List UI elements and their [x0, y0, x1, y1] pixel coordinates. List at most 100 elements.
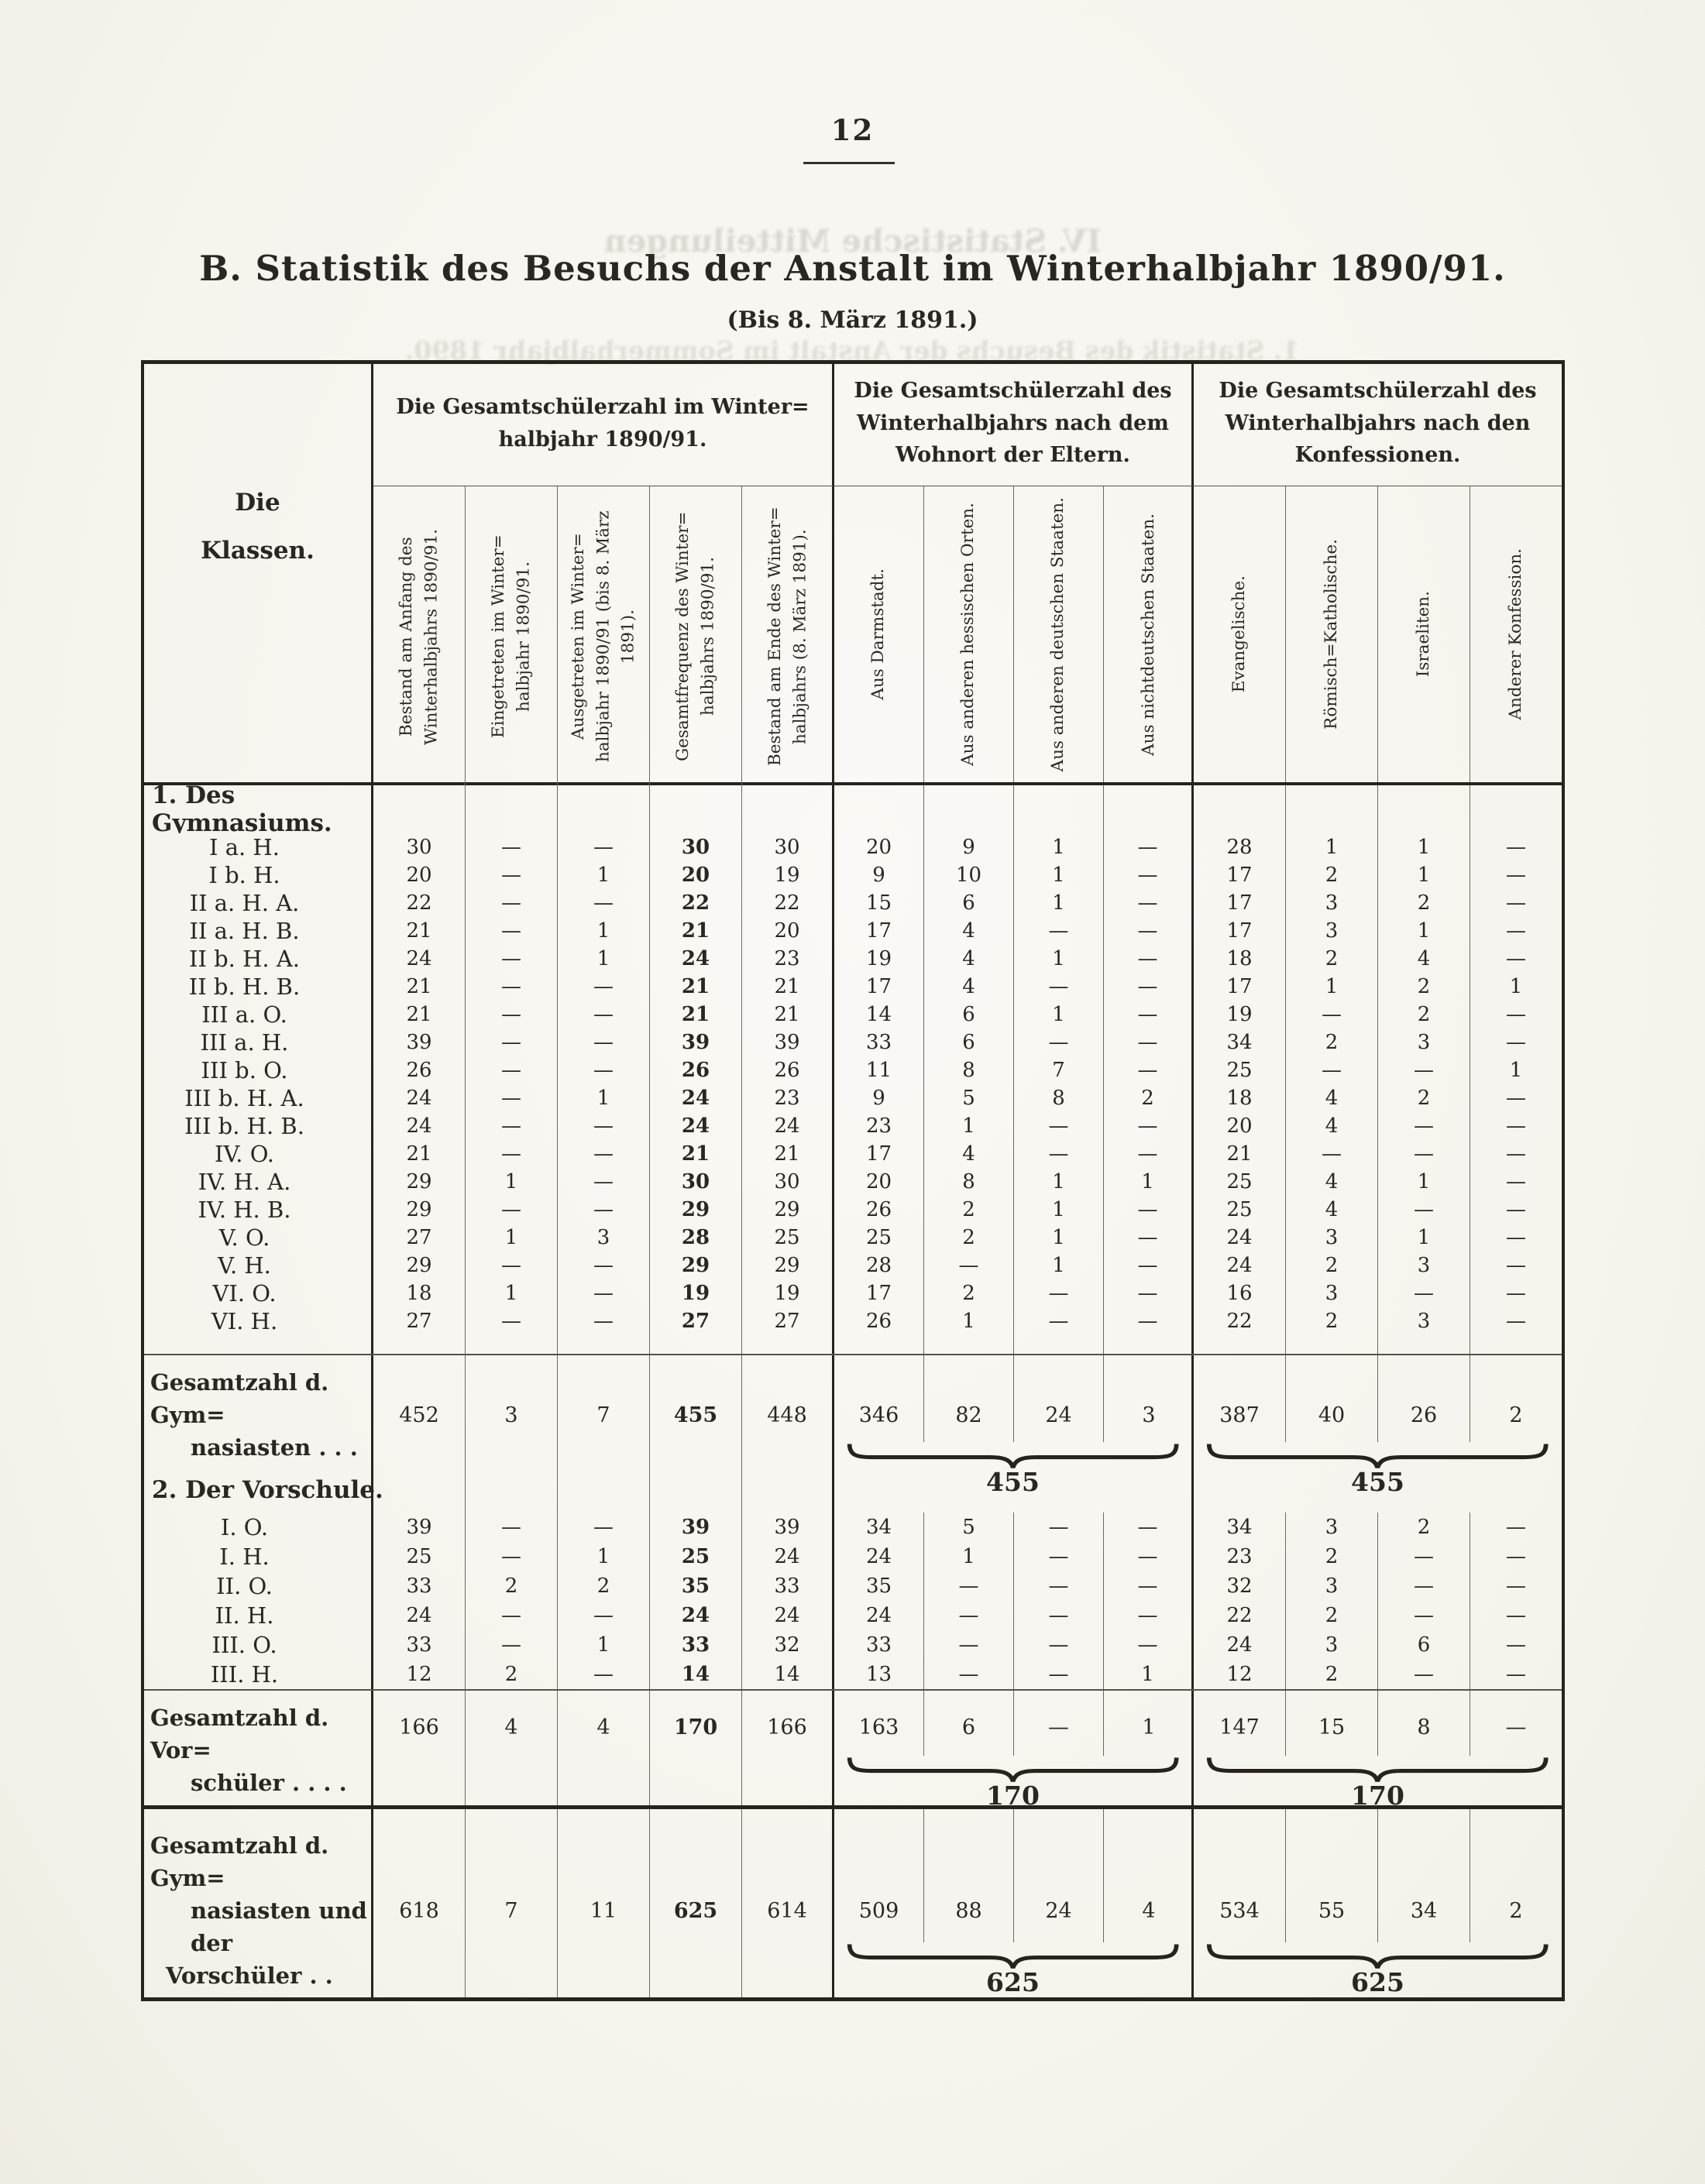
- cell-hessische-orte: 2: [924, 1196, 1014, 1224]
- cell-darmstadt: 33: [834, 1630, 924, 1660]
- cell-bestand-ende: 23: [742, 1084, 834, 1112]
- cell-deutsche-staaten: 1: [1014, 1168, 1104, 1196]
- column-header: Aus anderen deutschen Staaten.: [1048, 497, 1068, 772]
- class-label: VI. O.: [144, 1279, 373, 1307]
- cell-gesamtfrequenz: 25: [650, 1542, 742, 1571]
- cell-nichtdeutsche-staaten: —: [1104, 889, 1194, 917]
- cell-evangelische: 17: [1194, 917, 1286, 945]
- brace-icon: [1207, 1944, 1549, 1969]
- cell-darmstadt: 28: [834, 1252, 924, 1279]
- cell-nichtdeutsche-staaten: —: [1104, 1513, 1194, 1542]
- empty-cell: [834, 1335, 924, 1354]
- cell-ausgetreten: 1: [558, 1084, 650, 1112]
- cell-gesamtfrequenz: 22: [650, 889, 742, 917]
- brace-icon: [847, 1757, 1179, 1782]
- total-deutsche-staaten: 24: [1014, 1809, 1104, 1942]
- cell-anderer-konfession: —: [1506, 891, 1526, 915]
- cell-evangelische: 24: [1194, 1252, 1286, 1279]
- cell-gesamtfrequenz: 14: [650, 1660, 742, 1689]
- cell-bestand-ende: 32: [742, 1630, 834, 1660]
- empty-cell: [1014, 1335, 1104, 1354]
- cell-bestand-ende: 39: [742, 1513, 834, 1542]
- group-title-line: Wohnort der Eltern.: [895, 443, 1130, 468]
- empty-cell: [1470, 785, 1562, 833]
- cell-bestand-anfang: 33: [373, 1571, 466, 1601]
- class-label: II a. H. A.: [144, 889, 373, 917]
- cell-evangelische: 18: [1194, 1084, 1286, 1112]
- cell-eingetreten: —: [466, 1542, 558, 1571]
- cell-bestand-anfang: 27: [373, 1224, 466, 1252]
- empty-cell: [650, 785, 742, 833]
- table-row: III a. O. 21 — — 21 21 14 6 1 — 19 — 2 —: [144, 1001, 1562, 1028]
- cell-eingetreten: —: [466, 1001, 558, 1028]
- cell-bestand-ende: 21: [742, 1140, 834, 1168]
- total-nichtdeutsche-staaten: 4: [1142, 1899, 1156, 1923]
- total-ausgetreten: 7: [558, 1355, 650, 1513]
- cell-katholische: 2: [1286, 945, 1378, 973]
- cell-eingetreten: —: [466, 945, 558, 973]
- cell-bestand-anfang: 26: [373, 1056, 466, 1084]
- cell-israeliten: —: [1378, 1140, 1470, 1168]
- cell-hessische-orte: 4: [924, 1140, 1014, 1168]
- cell-ausgetreten: 1: [558, 945, 650, 973]
- empty-cell: [1104, 785, 1194, 833]
- total-anderer-konfession: 2: [1509, 1899, 1523, 1923]
- cell-eingetreten: —: [466, 1513, 558, 1542]
- empty-cell: [558, 785, 650, 833]
- gymnasium-rows: I a. H. 30 — — 30 30 20 9 1 — 28 1 1 —: [144, 833, 1562, 1335]
- cell-darmstadt: 24: [834, 1601, 924, 1630]
- cell-israeliten: 2: [1378, 973, 1470, 1001]
- brace-total: 170: [1351, 1781, 1404, 1811]
- cell-ausgetreten: 3: [558, 1224, 650, 1252]
- table-row: V. H. 29 — — 29 29 28 — 1 — 24 2 3 —: [144, 1252, 1562, 1279]
- cell-anderer-konfession: —: [1506, 1254, 1526, 1277]
- total-nichtdeutsche-staaten: 3: [1142, 1403, 1156, 1427]
- group-title-line: Die Gesamtschülerzahl des: [1219, 378, 1537, 403]
- cell-gesamtfrequenz: 35: [650, 1571, 742, 1601]
- cell-nichtdeutsche-staaten: —: [1104, 1252, 1194, 1279]
- cell-nichtdeutsche-staaten: —: [1104, 1630, 1194, 1660]
- total-konfession-group: 387 40 26 2 455: [1194, 1355, 1562, 1513]
- empty-cell: [650, 1335, 742, 1354]
- cell-deutsche-staaten: —: [1014, 917, 1104, 945]
- table-row: I. O. 39 — — 39 39 34 5 — — 34 3 2 —: [144, 1513, 1562, 1542]
- cell-deutsche-staaten: 1: [1014, 1001, 1104, 1028]
- cell-israeliten: —: [1378, 1660, 1470, 1689]
- cell-eingetreten: —: [466, 1056, 558, 1084]
- cell-evangelische: 17: [1194, 973, 1286, 1001]
- cell-bestand-anfang: 24: [373, 945, 466, 973]
- column-header: Evangelische.: [1229, 575, 1249, 693]
- cell-gesamtfrequenz: 24: [650, 945, 742, 973]
- cell-bestand-anfang: 27: [373, 1307, 466, 1335]
- cell-ausgetreten: 1: [558, 1630, 650, 1660]
- cell-nichtdeutsche-staaten: —: [1104, 1001, 1194, 1028]
- cell-evangelische: 18: [1194, 945, 1286, 973]
- cell-anderer-konfession: —: [1506, 1633, 1526, 1657]
- class-label: IV. H. A.: [144, 1168, 373, 1196]
- cell-katholische: —: [1286, 1001, 1378, 1028]
- cell-bestand-anfang: 30: [373, 833, 466, 861]
- total-gymnasiasten-row: Gesamtzahl d. Gym= nasiasten . . . 2. De…: [144, 1354, 1562, 1513]
- cell-eingetreten: —: [466, 833, 558, 861]
- cell-bestand-ende: 33: [742, 1571, 834, 1601]
- total-label-line: Gesamtzahl d. Gym=: [150, 1369, 329, 1429]
- table-header: Die Klassen. Die Gesamtschülerzahl im Wi…: [144, 364, 1562, 787]
- cell-eingetreten: —: [466, 917, 558, 945]
- cell-bestand-ende: 22: [742, 889, 834, 917]
- empty-cell: [924, 785, 1014, 833]
- cell-eingetreten: —: [466, 1307, 558, 1335]
- cell-evangelische: 19: [1194, 1001, 1286, 1028]
- cell-ausgetreten: —: [558, 1196, 650, 1224]
- cell-hessische-orte: 1: [924, 1307, 1014, 1335]
- cell-nichtdeutsche-staaten: —: [1104, 1307, 1194, 1335]
- cell-hessische-orte: 6: [924, 889, 1014, 917]
- cell-hessische-orte: 4: [924, 917, 1014, 945]
- page-number: 12: [830, 113, 875, 147]
- table-row: V. O. 27 1 3 28 25 25 2 1 — 24 3 1 —: [144, 1224, 1562, 1252]
- class-label: I b. H.: [144, 861, 373, 889]
- cell-eingetreten: —: [466, 1252, 558, 1279]
- cell-darmstadt: 15: [834, 889, 924, 917]
- total-darmstadt: 163: [834, 1691, 924, 1756]
- table-row: III. H. 12 2 — 14 14 13 — — 1 12 2 — —: [144, 1660, 1562, 1689]
- empty-cell: [1194, 1335, 1286, 1354]
